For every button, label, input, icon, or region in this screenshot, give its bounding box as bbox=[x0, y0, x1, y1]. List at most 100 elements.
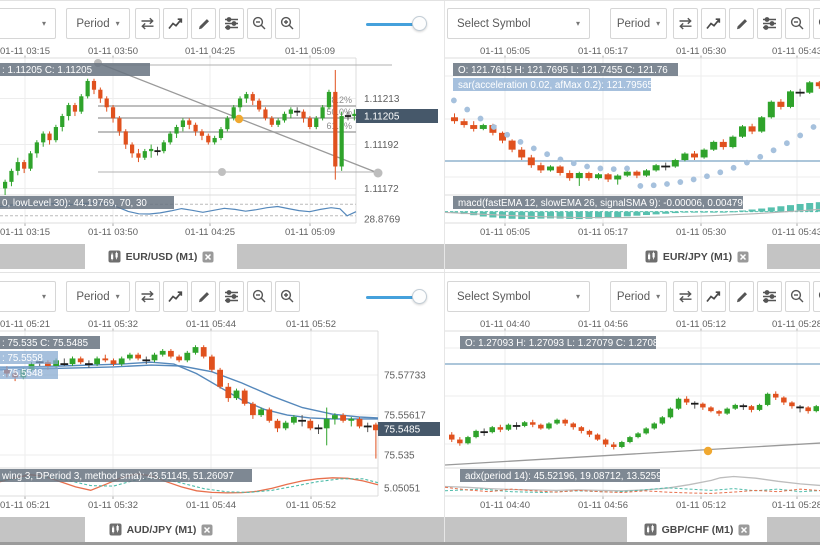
legend-labels-layer: : 75.535 C: 75.5485: 75.5558: 75.5548 win… bbox=[0, 336, 252, 482]
candlestick-chart-icon bbox=[108, 250, 121, 263]
tab-label: EUR/JPY (M1) bbox=[662, 250, 733, 263]
svg-text:01-11 04:40: 01-11 04:40 bbox=[480, 500, 530, 511]
zoom-out-button[interactable] bbox=[785, 281, 810, 312]
compare-symbols-button[interactable] bbox=[135, 281, 160, 312]
chart-type-button[interactable] bbox=[163, 281, 188, 312]
period-dropdown[interactable]: Period ▾ bbox=[66, 8, 130, 39]
chart-canvas-audjpy[interactable]: 01-11 05:21 01-11 05:21 01-11 05:32 01-11 0… bbox=[0, 318, 444, 512]
candlestick-chart-icon bbox=[644, 523, 657, 536]
svg-text:1.11172: 1.11172 bbox=[364, 184, 399, 195]
svg-text:01-11 05:44: 01-11 05:44 bbox=[186, 500, 236, 511]
close-tab-icon[interactable] bbox=[202, 251, 214, 263]
chart-canvas-eurjpy[interactable]: 01-11 05:05 01-11 05:05 01-11 05:17 01-11 0… bbox=[445, 45, 820, 239]
draw-annotation-button[interactable] bbox=[729, 8, 754, 39]
compare-symbols-button[interactable] bbox=[135, 8, 160, 39]
tab-audjpy[interactable]: AUD/JPY (M1) bbox=[85, 517, 237, 542]
symbol-select[interactable]: ▾ bbox=[0, 8, 56, 39]
svg-text:: 75.535 C: 75.5485: : 75.535 C: 75.5485 bbox=[2, 338, 89, 349]
tab-gbpchf[interactable]: GBP/CHF (M1) bbox=[627, 517, 767, 542]
svg-text:01-11 04:56: 01-11 04:56 bbox=[578, 500, 628, 511]
tab-label: EUR/USD (M1) bbox=[125, 250, 198, 263]
chart-toolbar: ▾ Period ▾ bbox=[0, 1, 444, 45]
chevron-down-icon: ▾ bbox=[575, 292, 580, 301]
svg-text:: 1.11205 C: 1.11205: : 1.11205 C: 1.11205 bbox=[2, 65, 93, 76]
svg-text:75.57733: 75.57733 bbox=[384, 371, 426, 382]
candles-layer bbox=[451, 81, 820, 186]
svg-text:sar(acceleration 0.02, afMax 0: sar(acceleration 0.02, afMax 0.2): 121.7… bbox=[458, 80, 654, 91]
zoom-in-button[interactable] bbox=[275, 281, 300, 312]
chart-canvas-eurusd[interactable]: 01-11 03:15 01-11 03:15 01-11 03:50 01-11 0… bbox=[0, 45, 444, 239]
range-slider-knob[interactable] bbox=[412, 16, 427, 31]
svg-text:01-11 05:05: 01-11 05:05 bbox=[480, 46, 530, 57]
svg-text:O: 1.27093 H: 1.27093 L: 1.270: O: 1.27093 H: 1.27093 L: 1.27079 C: 1.27… bbox=[465, 338, 664, 349]
compare-symbols-button[interactable] bbox=[673, 281, 698, 312]
draw-annotation-button[interactable] bbox=[191, 8, 216, 39]
bottom-scroll-bar[interactable] bbox=[0, 542, 820, 545]
svg-text:1.11205: 1.11205 bbox=[364, 112, 400, 123]
tab-strip: EUR/USD (M1) bbox=[0, 244, 444, 269]
panel-divider-vertical bbox=[444, 1, 445, 542]
svg-text:5.05051: 5.05051 bbox=[384, 484, 421, 495]
svg-text:01-11 05:32: 01-11 05:32 bbox=[88, 319, 138, 330]
close-tab-icon[interactable] bbox=[201, 524, 213, 536]
draw-annotation-button[interactable] bbox=[729, 281, 754, 312]
svg-text:01-11 03:50: 01-11 03:50 bbox=[88, 46, 138, 57]
period-dropdown[interactable]: Period ▾ bbox=[610, 281, 667, 312]
chart-canvas-gbpchf[interactable]: 01-11 04:40 01-11 04:40 01-11 04:56 01-11 0… bbox=[445, 318, 820, 512]
svg-text:01-11 05:43: 01-11 05:43 bbox=[772, 227, 820, 238]
chevron-down-icon: ▾ bbox=[115, 292, 120, 301]
zoom-out-button[interactable] bbox=[247, 281, 272, 312]
range-slider[interactable] bbox=[366, 288, 428, 306]
svg-text:O: 121.7615 H: 121.7695 L: 121: O: 121.7615 H: 121.7695 L: 121.7455 C: 1… bbox=[458, 65, 668, 76]
chart-type-button[interactable] bbox=[701, 281, 726, 312]
svg-text:wing 3, DPeriod 3, method sma): wing 3, DPeriod 3, method sma): 43.51145… bbox=[1, 471, 234, 482]
compare-symbols-button[interactable] bbox=[673, 8, 698, 39]
svg-text:1.11192: 1.11192 bbox=[364, 140, 399, 151]
svg-text:01-11 05:44: 01-11 05:44 bbox=[186, 319, 236, 330]
svg-text:01-11 05:30: 01-11 05:30 bbox=[676, 46, 726, 57]
legend-labels-layer: O: 1.27093 H: 1.27093 L: 1.27079 C: 1.27… bbox=[460, 336, 668, 482]
period-label: Period bbox=[76, 17, 110, 30]
indicators-button[interactable] bbox=[757, 281, 782, 312]
chart-type-button[interactable] bbox=[163, 8, 188, 39]
range-slider-knob[interactable] bbox=[412, 289, 427, 304]
candlestick-chart-icon bbox=[645, 250, 658, 263]
indicators-button[interactable] bbox=[757, 8, 782, 39]
chart-panel-gbpchf: Select Symbol ▾ Period ▾ 01-11 04:40 01-1… bbox=[445, 274, 820, 545]
tab-strip: GBP/CHF (M1) bbox=[445, 517, 820, 542]
period-label: Period bbox=[616, 17, 651, 30]
zoom-out-button[interactable] bbox=[247, 8, 272, 39]
period-dropdown[interactable]: Period ▾ bbox=[610, 8, 667, 39]
tab-eurjpy[interactable]: EUR/JPY (M1) bbox=[627, 244, 767, 269]
range-slider[interactable] bbox=[366, 15, 428, 33]
period-label: Period bbox=[616, 290, 651, 303]
indicators-button[interactable] bbox=[219, 281, 244, 312]
svg-text:75.535: 75.535 bbox=[384, 451, 415, 462]
legend-labels-layer: O: 121.7615 H: 121.7695 L: 121.7455 C: 1… bbox=[453, 63, 743, 209]
svg-text:61.8%: 61.8% bbox=[326, 121, 352, 131]
tab-eurusd[interactable]: EUR/USD (M1) bbox=[85, 244, 237, 269]
zoom-out-button[interactable] bbox=[785, 8, 810, 39]
zoom-in-button[interactable] bbox=[813, 8, 820, 39]
close-tab-icon[interactable] bbox=[737, 251, 749, 263]
symbol-select[interactable]: Select Symbol ▾ bbox=[447, 8, 590, 39]
overlays-layer bbox=[445, 363, 820, 466]
chart-type-button[interactable] bbox=[701, 8, 726, 39]
close-tab-icon[interactable] bbox=[738, 524, 750, 536]
chevron-down-icon: ▾ bbox=[656, 19, 661, 28]
chevron-down-icon: ▾ bbox=[41, 19, 46, 28]
indicators-button[interactable] bbox=[219, 8, 244, 39]
period-dropdown[interactable]: Period ▾ bbox=[66, 281, 130, 312]
symbol-select[interactable]: Select Symbol ▾ bbox=[447, 281, 590, 312]
symbol-select[interactable]: ▾ bbox=[0, 281, 56, 312]
svg-text:01-11 05:12: 01-11 05:12 bbox=[676, 319, 726, 330]
grid-layer: 01-11 05:05 01-11 05:05 01-11 05:17 01-11 0… bbox=[445, 46, 820, 238]
svg-text:01-11 05:43: 01-11 05:43 bbox=[772, 46, 820, 57]
svg-text:01-11 05:17: 01-11 05:17 bbox=[578, 227, 628, 238]
svg-text:01-11 04:25: 01-11 04:25 bbox=[185, 46, 235, 57]
svg-text:1.11213: 1.11213 bbox=[364, 94, 400, 105]
draw-annotation-button[interactable] bbox=[191, 281, 216, 312]
zoom-in-button[interactable] bbox=[275, 8, 300, 39]
zoom-in-button[interactable] bbox=[813, 281, 820, 312]
